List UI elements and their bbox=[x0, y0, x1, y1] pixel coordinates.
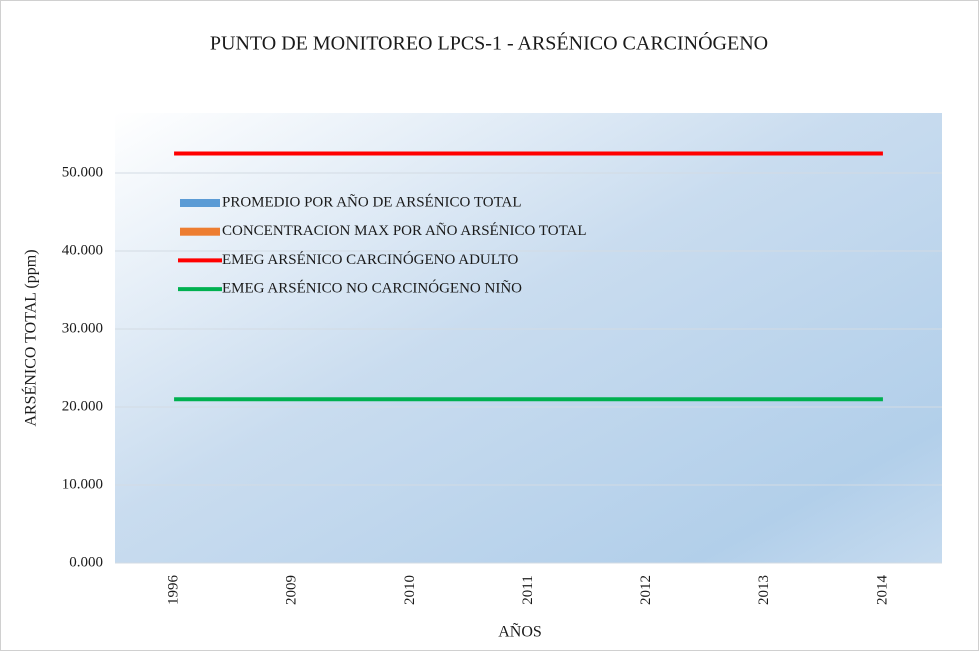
chart-title: PUNTO DE MONITOREO LPCS-1 - ARSÉNICO CAR… bbox=[210, 31, 768, 55]
x-tick-label: 2010 bbox=[402, 575, 418, 605]
y-tick-label: 0.000 bbox=[69, 554, 103, 570]
y-tick-label: 50.000 bbox=[62, 164, 103, 180]
legend-label: EMEG ARSÉNICO CARCINÓGENO ADULTO bbox=[222, 251, 518, 268]
plot-area bbox=[115, 113, 942, 563]
x-tick-label: 2012 bbox=[638, 575, 654, 605]
x-tick-label: 1996 bbox=[166, 575, 182, 606]
y-tick-label: 20.000 bbox=[62, 398, 103, 414]
legend-label: EMEG ARSÉNICO NO CARCINÓGENO NIÑO bbox=[222, 280, 522, 297]
x-tick-label: 2013 bbox=[756, 575, 772, 605]
y-tick-label: 30.000 bbox=[62, 320, 103, 336]
y-tick-label: 10.000 bbox=[62, 476, 103, 492]
x-tick-label: 2009 bbox=[284, 575, 300, 605]
y-tick-label: 40.000 bbox=[62, 242, 103, 258]
x-tick-label: 2011 bbox=[520, 575, 536, 604]
x-tick-label: 2014 bbox=[874, 575, 890, 606]
y-axis-label: ARSÉNICO TOTAL (ppm) bbox=[21, 249, 40, 426]
legend-label: CONCENTRACION MAX POR AÑO ARSÉNICO TOTAL bbox=[222, 222, 587, 239]
legend-swatch bbox=[180, 199, 220, 207]
x-axis-label: AÑOS bbox=[498, 623, 542, 641]
legend-label: PROMEDIO POR AÑO DE ARSÉNICO TOTAL bbox=[222, 193, 522, 210]
legend-swatch bbox=[180, 227, 220, 236]
